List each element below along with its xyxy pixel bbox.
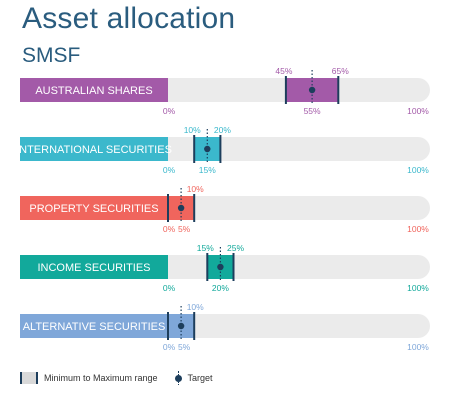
max-label-international-securities: 20% (214, 125, 231, 135)
axis-start-label-international-securities: 0% (163, 165, 176, 175)
category-label-international-securities: INTERNATIONAL SECURITIES (16, 144, 172, 156)
range-min-tick-international-securities (193, 135, 196, 163)
target-dot-property-securities (177, 204, 185, 212)
category-label-australian-shares: AUSTRALIAN SHARES (35, 85, 152, 97)
axis-start-label-property-securities: 0% (163, 224, 176, 234)
category-block-australian-shares (20, 78, 168, 102)
category-block-property-securities (20, 196, 168, 220)
category-block-international-securities (20, 137, 168, 161)
category-label-property-securities: PROPERTY SECURITIES (29, 203, 158, 215)
legend-target-label: Target (187, 373, 213, 383)
axis-end-label-alternative-securities: 100% (407, 342, 429, 352)
page-title: Asset allocation (22, 2, 236, 35)
axis-start-label-income-securities: 0% (163, 283, 176, 293)
target-label-international-securities: 15% (199, 165, 216, 175)
legend-range-label: Minimum to Maximum range (44, 373, 158, 383)
max-label-alternative-securities: 10% (187, 302, 204, 312)
range-max-tick-income-securities (232, 253, 235, 281)
axis-end-label-property-securities: 100% (407, 224, 429, 234)
target-dot-income-securities (217, 263, 224, 271)
range-min-tick-alternative-securities (167, 312, 169, 340)
category-block-income-securities (20, 255, 168, 279)
axis-end-label-international-securities: 100% (407, 165, 429, 175)
range-max-tick-property-securities (193, 194, 196, 222)
target-dot-australian-shares (308, 86, 316, 94)
axis-start-label-alternative-securities: 0% (163, 342, 176, 352)
target-label-property-securities: 5% (178, 224, 191, 234)
target-marker-icon (174, 371, 184, 385)
category-label-income-securities: INCOME SECURITIES (37, 262, 150, 274)
min-label-income-securities: 15% (197, 243, 214, 253)
range-max-tick-australian-shares (337, 76, 340, 104)
category-label-alternative-securities: ALTERNATIVE SECURITIES (23, 321, 166, 333)
axis-end-label-australian-shares: 100% (407, 106, 429, 116)
range-max-tick-international-securities (219, 135, 222, 163)
target-label-income-securities: 20% (212, 283, 229, 293)
range-swatch-icon (20, 372, 38, 384)
max-label-property-securities: 10% (187, 184, 204, 194)
range-max-tick-alternative-securities (193, 312, 196, 340)
category-block-alternative-securities (20, 314, 168, 338)
range-min-tick-income-securities (206, 253, 209, 281)
target-dot-alternative-securities (177, 322, 185, 330)
target-label-alternative-securities: 5% (178, 342, 191, 352)
min-label-international-securities: 10% (184, 125, 201, 135)
max-label-australian-shares: 65% (332, 66, 349, 76)
legend: Minimum to Maximum range Target (20, 369, 213, 387)
axis-end-label-income-securities: 100% (407, 283, 429, 293)
page-subtitle: SMSF (22, 44, 81, 67)
min-label-australian-shares: 45% (275, 66, 292, 76)
target-label-australian-shares: 55% (304, 106, 321, 116)
target-dot-international-securities (204, 145, 211, 153)
range-min-tick-australian-shares (284, 76, 287, 104)
max-label-income-securities: 25% (227, 243, 244, 253)
axis-start-label-australian-shares: 0% (163, 106, 176, 116)
range-min-tick-property-securities (167, 194, 169, 222)
